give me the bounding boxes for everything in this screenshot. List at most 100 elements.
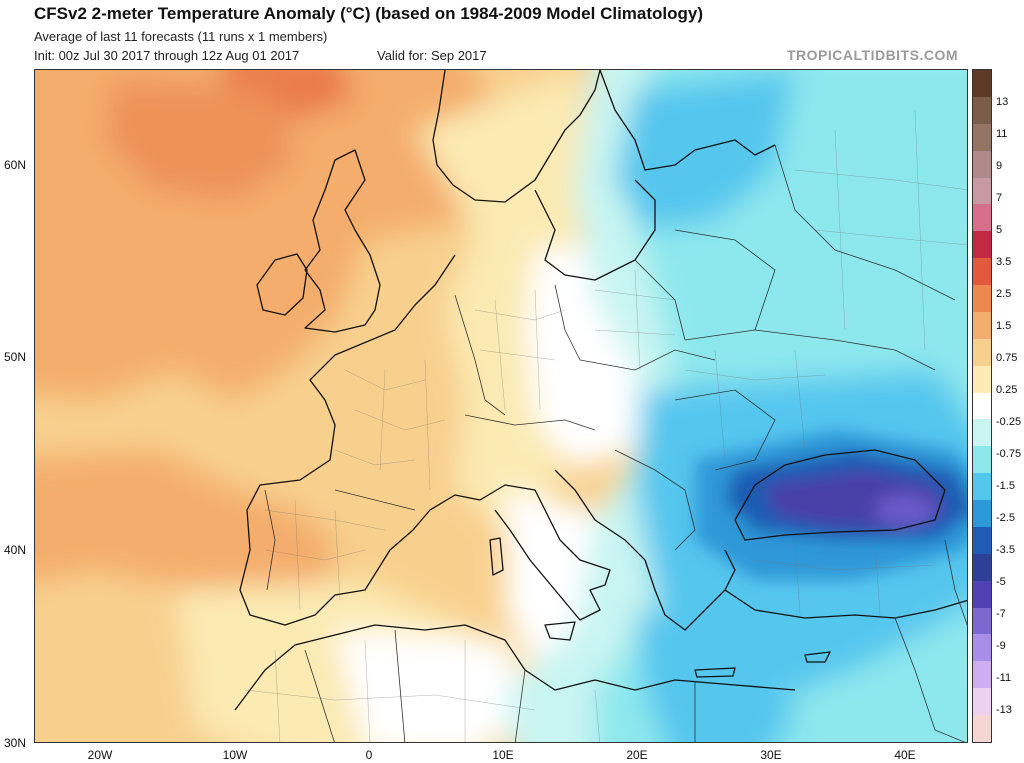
color-scale-swatch (973, 419, 991, 447)
admin-lines-france (334, 359, 446, 491)
coast-black-sea (734, 449, 946, 541)
anomaly-map-canvas (35, 70, 967, 742)
anomaly-field (35, 70, 967, 742)
color-scale-swatch (973, 634, 991, 662)
coast-great-britain (304, 149, 381, 333)
border-turkey-east (944, 539, 967, 626)
color-scale-swatch (973, 258, 991, 285)
anomaly-map (34, 69, 968, 743)
field-warm-core-atlantic (105, 80, 295, 200)
color-scale-label: -13 (996, 704, 1012, 716)
country-borders (264, 144, 967, 742)
color-scale-swatch (973, 123, 991, 151)
map-title: CFSv2 2-meter Temperature Anomaly (°C) (… (34, 4, 704, 23)
lon-label-20e: 20E (626, 748, 648, 762)
color-scale-swatch (973, 204, 991, 232)
color-scale-swatch (973, 365, 991, 393)
border-alps (464, 414, 596, 431)
admin-lines-east (594, 269, 826, 461)
field-cool-mid-baltic (615, 70, 795, 230)
border-belarus (674, 229, 776, 331)
coast-cyprus (804, 651, 831, 663)
color-scale-swatch (973, 446, 991, 474)
field-warm-iberia-atlantic (35, 450, 335, 630)
color-scale-swatch (973, 70, 991, 97)
color-scale-label: 0.25 (996, 384, 1018, 396)
border-north-africa-1 (304, 649, 335, 742)
border-balkans (614, 449, 696, 551)
admin-lines-spain (264, 499, 386, 611)
border-north-africa-3 (514, 669, 526, 742)
color-scale-label: 11 (996, 128, 1008, 140)
color-scale-swatch (973, 392, 991, 420)
coast-sicily (544, 621, 576, 641)
color-scale-label: 5 (996, 224, 1003, 236)
coast-crete (694, 667, 736, 678)
color-scale-swatch (973, 150, 991, 178)
coastlines (234, 70, 967, 711)
init-time-label: Init: 00z Jul 30 2017 through 12z Aug 01… (34, 48, 300, 63)
lat-label-30n: 30N (4, 736, 27, 750)
color-scale-swatch (973, 338, 991, 366)
coast-greece (644, 549, 736, 631)
coast-scandinavia (432, 70, 601, 203)
border-romania (674, 389, 776, 471)
color-scale-bar (972, 69, 992, 743)
color-scale-label: -2.5 (996, 512, 1015, 524)
border-russia-west (774, 144, 956, 301)
color-scale-label: 13 (996, 96, 1009, 108)
color-scale-swatch (973, 607, 991, 635)
lon-label-30e: 30E (760, 748, 782, 762)
color-scale-label: 9 (996, 160, 1003, 172)
lat-label-40n: 40N (4, 543, 27, 557)
color-scale-swatch (973, 285, 991, 312)
border-france-germany (454, 294, 506, 416)
coast-baltic-north (599, 70, 776, 171)
coast-turkey-south (724, 589, 967, 619)
valid-time-label: Valid for: Sep 2017 (377, 48, 487, 63)
admin-lines (244, 109, 967, 742)
border-middle-east (894, 617, 966, 742)
color-scale-label: -1.5 (996, 480, 1015, 492)
color-scale-label: -0.25 (996, 416, 1022, 428)
color-scale-swatch (973, 661, 991, 689)
coast-adriatic-east (554, 469, 646, 561)
coast-ireland (256, 253, 308, 316)
field-neutral-libya (335, 630, 535, 742)
admin-lines-russia (794, 109, 967, 351)
coast-sardinia (489, 537, 504, 576)
admin-lines-africa (244, 639, 601, 742)
site-watermark: TROPICALTIDBITS.COM (787, 47, 959, 63)
color-scale-swatch (973, 311, 991, 339)
lon-label-10w: 10W (222, 748, 248, 762)
color-scale-label: -7 (996, 608, 1006, 620)
border-central-east (579, 349, 716, 371)
border-north-africa-2 (394, 629, 406, 742)
color-scale-swatch (973, 500, 991, 527)
border-spain-portugal (264, 489, 276, 591)
color-scale-label: 7 (996, 192, 1003, 204)
color-scale-label: -9 (996, 640, 1006, 652)
map-subtitle: Average of last 11 forecasts (11 runs x … (34, 29, 328, 44)
color-scale-swatch (973, 231, 991, 259)
lon-label-0: 0 (365, 748, 373, 762)
coast-baltic-south (534, 179, 656, 281)
color-scale-label: -0.75 (996, 448, 1022, 460)
color-scale-label: -3.5 (996, 544, 1015, 556)
color-scale-swatch (973, 715, 991, 742)
lon-label-20w: 20W (87, 748, 113, 762)
coast-north-africa (234, 624, 796, 711)
color-scale-label: -11 (996, 672, 1012, 684)
color-scale-swatch (973, 580, 991, 608)
color-scale-swatch (973, 688, 991, 715)
border-germany-poland (554, 284, 581, 361)
lat-label-60n: 60N (4, 158, 27, 172)
map-header: CFSv2 2-meter Temperature Anomaly (°C) (… (0, 0, 1024, 70)
border-france-spain (334, 489, 416, 511)
color-scale-label: -5 (996, 576, 1006, 588)
coast-europe-atlantic (239, 254, 481, 626)
field-coldest-core (875, 494, 935, 526)
admin-lines-germany (474, 289, 566, 411)
color-scale-label: 3.5 (996, 256, 1012, 268)
color-scale-label: 1.5 (996, 320, 1012, 332)
